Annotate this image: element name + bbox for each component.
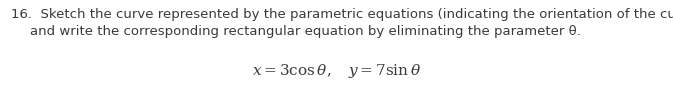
Text: 16.  Sketch the curve represented by the parametric equations (indicating the or: 16. Sketch the curve represented by the … [11, 8, 673, 21]
Text: $x = 3\cos\theta,\quad y = 7\sin\theta$: $x = 3\cos\theta,\quad y = 7\sin\theta$ [252, 62, 421, 80]
Text: and write the corresponding rectangular equation by eliminating the parameter θ.: and write the corresponding rectangular … [30, 25, 581, 38]
